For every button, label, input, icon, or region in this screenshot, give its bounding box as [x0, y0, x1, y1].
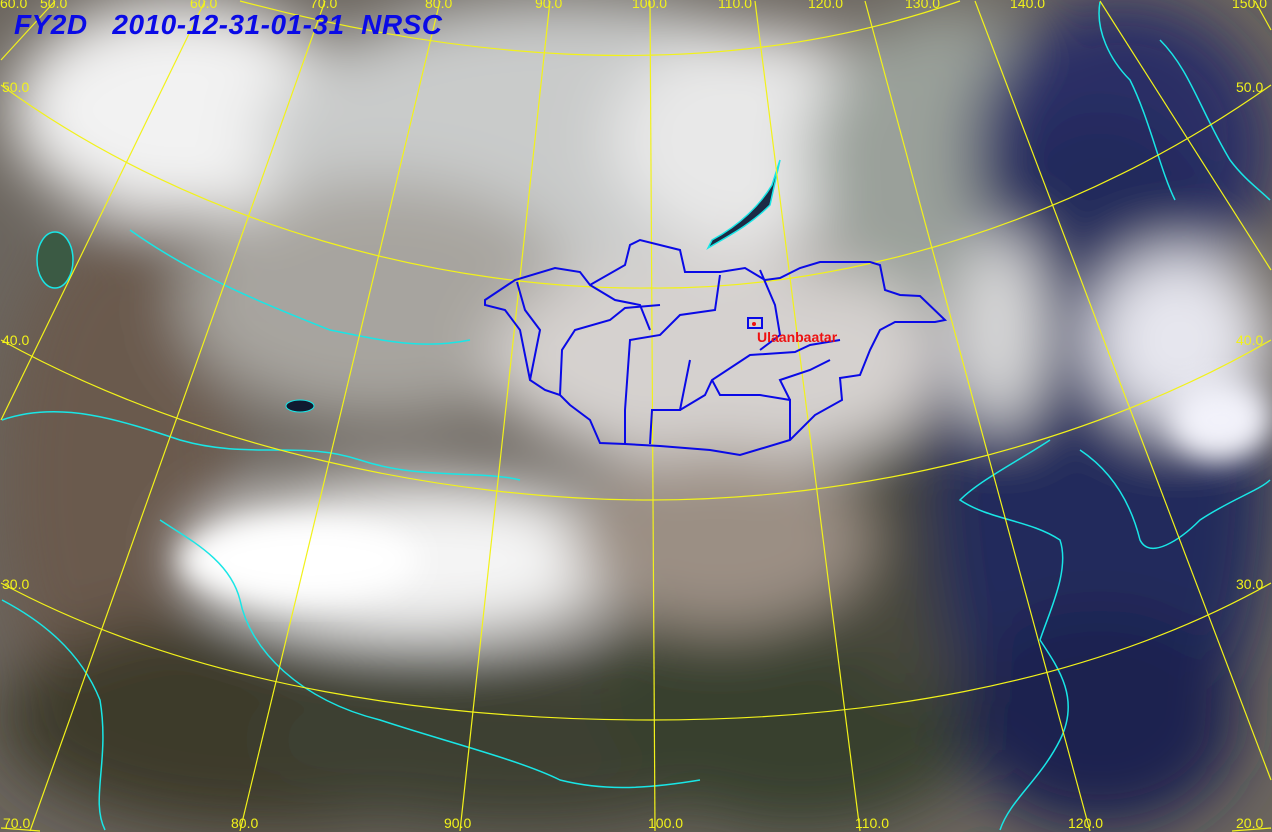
image-title: FY2D 2010-12-31-01-31 NRSC	[14, 11, 443, 39]
left-label: 50.0	[2, 79, 30, 95]
right-label: 50.0	[1236, 79, 1264, 95]
top-label: 70.0	[310, 0, 338, 11]
top-label: 90.0	[535, 0, 563, 11]
top-label: 130.0	[905, 0, 941, 11]
agency-name: NRSC	[361, 9, 443, 40]
top-label: 50.0	[40, 0, 68, 11]
top-label: 150.0	[1232, 0, 1268, 11]
observation-datetime: 2010-12-31-01-31	[112, 9, 345, 40]
right-label: 40.0	[1236, 332, 1264, 348]
bottom-label: 90.0	[444, 815, 472, 831]
ulaanbaatar-marker	[752, 322, 756, 326]
bottom-label: 120.0	[1068, 815, 1104, 831]
top-label: 140.0	[1010, 0, 1046, 11]
top-label: 120.0	[808, 0, 844, 11]
city-label-ulaanbaatar: Ulaanbaatar	[757, 329, 838, 345]
top-label: 80.0	[425, 0, 453, 11]
lake-balkhash	[285, 399, 315, 413]
satellite-name: FY2D	[14, 9, 88, 40]
top-label: 110.0	[718, 0, 752, 11]
bottom-label: 110.0	[855, 815, 889, 831]
mongolia-admin-borders	[484, 238, 948, 457]
bottom-label: 70.0	[3, 815, 31, 831]
top-label: 60.0	[190, 0, 218, 11]
bottom-label: 80.0	[231, 815, 259, 831]
top-label: 100.0	[632, 0, 668, 11]
left-label: 30.0	[2, 576, 30, 592]
lake-baikal	[706, 159, 781, 250]
right-label: 30.0	[1236, 576, 1264, 592]
top-label: 60.0	[0, 0, 28, 11]
right-label: 20.0	[1236, 815, 1264, 831]
left-label: 40.0	[2, 332, 30, 348]
aral-sea	[36, 231, 74, 289]
bottom-label: 100.0	[648, 815, 684, 831]
